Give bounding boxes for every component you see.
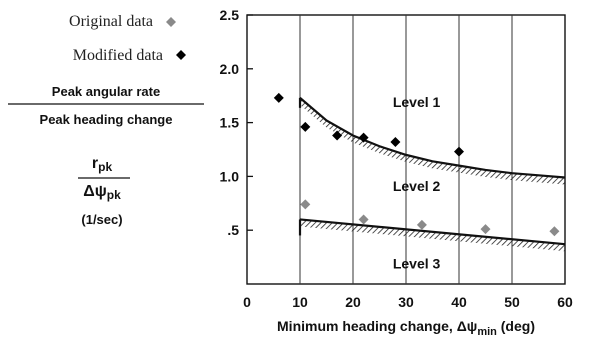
y-tick-label: 2.5	[220, 7, 240, 23]
y-tick-label: 1.5	[220, 115, 240, 131]
legend-label-original: Original data	[69, 13, 153, 30]
y-tick-label: 2.0	[220, 61, 240, 77]
level-label: Level 2	[393, 178, 441, 194]
x-tick-label: 10	[292, 294, 308, 310]
data-point-modified	[390, 136, 401, 147]
data-point-original	[480, 224, 491, 235]
boundary-line	[299, 97, 566, 179]
y-tick-label: 1.0	[220, 168, 240, 184]
data-points	[273, 92, 560, 237]
x-tick-label: 30	[398, 294, 414, 310]
x-tick-label: 40	[451, 294, 467, 310]
ylabel-unit: (1/sec)	[81, 212, 122, 227]
data-point-modified	[454, 146, 464, 157]
data-point-modified	[273, 92, 284, 103]
ylabel-denominator: Peak heading change	[40, 112, 173, 127]
legend: Original data Modified data	[69, 13, 186, 64]
level-annotations: Level 1 Level 2 Level 3	[393, 94, 441, 271]
data-point-original	[358, 214, 369, 225]
data-point-original	[300, 199, 311, 210]
legend-marker-original	[166, 17, 176, 27]
legend-marker-modified	[176, 50, 186, 60]
x-tick-label: 60	[557, 294, 573, 310]
boundary-hatch	[300, 97, 565, 185]
level-boundaries	[298, 97, 566, 252]
data-point-modified	[358, 132, 369, 143]
legend-label-modified: Modified data	[73, 47, 163, 64]
x-tick-label: 20	[345, 294, 361, 310]
grid-lines	[247, 14, 513, 284]
data-point-original	[416, 219, 427, 230]
x-axis-label: Minimum heading change, Δψmin (deg)	[277, 318, 535, 338]
boundary-hatch	[300, 219, 565, 252]
ylabel-symbol-numerator: rpk	[92, 155, 113, 174]
ylabel-numerator: Peak angular rate	[52, 84, 160, 99]
boundary-line	[299, 218, 566, 246]
data-point-modified	[300, 121, 311, 132]
data-point-original	[549, 226, 560, 237]
level-label: Level 3	[393, 256, 441, 272]
data-point-modified	[332, 130, 343, 141]
level-label: Level 1	[393, 94, 441, 110]
y-tick-labels: .5 1.0 1.5 2.0 2.5	[220, 7, 240, 238]
x-tick-label: 0	[243, 294, 251, 310]
y-axis-label: Peak angular rate Peak heading change rp…	[8, 84, 204, 227]
x-tick-label: 50	[504, 294, 520, 310]
x-tick-labels: 0 10 20 30 40 50 60	[243, 294, 573, 310]
y-tick-label: .5	[227, 222, 239, 238]
ylabel-symbol-denominator: Δψpk	[83, 183, 121, 202]
